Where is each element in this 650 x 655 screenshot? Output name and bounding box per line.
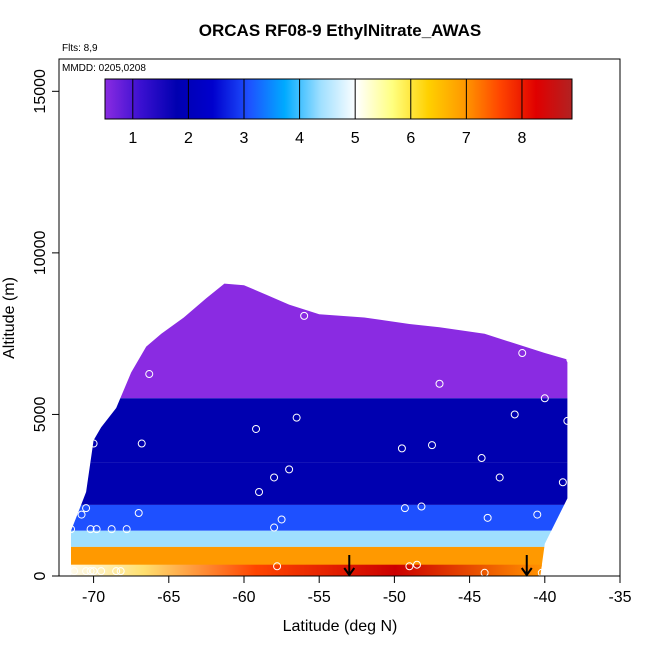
sample-point	[255, 487, 264, 496]
sample-point	[566, 355, 575, 364]
sample-point	[270, 473, 279, 482]
sample-point	[92, 525, 101, 534]
sample-point	[85, 439, 94, 448]
colorbar-tick-label: 1	[128, 130, 137, 147]
x-tick-label: -65	[157, 589, 180, 606]
sample-point	[533, 510, 542, 519]
profile-arrows	[343, 554, 533, 577]
sample-point	[67, 525, 76, 534]
colorbar-tick-label: 6	[406, 130, 415, 147]
y-axis-label: Altitude (m)	[1, 277, 18, 359]
sample-point	[270, 523, 279, 532]
sample-point	[277, 515, 286, 524]
colorbar-tick-label: 2	[184, 130, 193, 147]
sample-point	[292, 413, 301, 422]
sample-point	[137, 439, 146, 448]
heat-layer-middle-upper	[71, 398, 568, 463]
sample-point	[70, 567, 79, 576]
heat-layer-surface	[71, 564, 568, 576]
x-tick-label: -60	[232, 589, 255, 606]
heat-layer-mixing	[71, 530, 568, 547]
arrow-marker	[343, 554, 356, 577]
sample-point	[483, 513, 492, 522]
colorbar-gradient	[104, 78, 573, 120]
sample-point	[112, 567, 121, 576]
y-tick-label: 0	[32, 571, 49, 580]
heat-layer-boundary	[71, 546, 568, 570]
sample-point	[510, 410, 519, 419]
sample-point	[540, 394, 549, 403]
sample-point	[89, 439, 98, 448]
sample-point	[116, 567, 125, 576]
sample-point	[300, 311, 309, 320]
sample-point	[127, 344, 136, 353]
y-tick-label: 10000	[32, 231, 49, 276]
heat-layer-lower	[71, 504, 568, 531]
flights-annotation: Flts: 8,9	[62, 43, 98, 54]
heat-layer-upper	[71, 283, 568, 399]
x-axis-label: Latitude (deg N)	[283, 618, 398, 635]
sample-point	[427, 441, 436, 450]
sample-markers	[67, 311, 575, 577]
x-tick-label: -40	[533, 589, 556, 606]
sample-point	[405, 562, 414, 571]
heatmap-area	[71, 283, 568, 576]
sample-point	[435, 379, 444, 388]
x-tick-label: -35	[608, 589, 631, 606]
x-tick-label: -55	[308, 589, 331, 606]
sample-point	[518, 349, 527, 358]
x-tick-label: -70	[82, 589, 105, 606]
colorbar: 1 2 3 4 5 6 7 8	[104, 78, 573, 147]
sample-point	[82, 504, 91, 513]
sample-point	[495, 473, 504, 482]
sample-point	[252, 424, 261, 433]
sample-point	[86, 525, 95, 534]
sample-point	[86, 567, 95, 576]
sample-point	[563, 416, 572, 425]
sample-point	[122, 525, 131, 534]
sample-point	[400, 504, 409, 513]
sample-point	[134, 508, 143, 517]
sample-point	[107, 525, 116, 534]
arrow-marker	[520, 554, 533, 577]
y-tick-label: 15000	[32, 69, 49, 114]
chart-title: ORCAS RF08-9 EthylNitrate_AWAS	[199, 21, 481, 40]
sample-point	[97, 567, 106, 576]
heat-layer-middle	[71, 462, 568, 505]
x-axis: -70 -65 -60 -55 -50 -45 -40 -35	[82, 576, 632, 606]
y-tick-label: 5000	[32, 397, 49, 433]
colorbar-tick-label: 4	[295, 130, 304, 147]
plot-frame	[58, 58, 621, 577]
sample-point	[77, 510, 86, 519]
sample-point	[145, 370, 154, 379]
x-tick-label: -50	[383, 589, 406, 606]
sample-point	[397, 444, 406, 453]
colorbar-tick-label: 7	[462, 130, 471, 147]
colorbar-tick-label: 5	[351, 130, 360, 147]
sample-point	[89, 567, 98, 576]
sample-point	[412, 560, 421, 569]
colorbar-tick-label: 3	[240, 130, 249, 147]
sample-point	[273, 562, 282, 571]
x-tick-label: -45	[458, 589, 481, 606]
colorbar-tick-label: 8	[518, 130, 527, 147]
dates-annotation: MMDD: 0205,0208	[62, 63, 146, 74]
sample-point	[477, 454, 486, 463]
sample-point	[82, 567, 91, 576]
sample-point	[558, 478, 567, 487]
sample-point	[417, 502, 426, 511]
sample-point	[285, 465, 294, 474]
y-axis: 0 5000 10000 15000	[32, 69, 59, 580]
